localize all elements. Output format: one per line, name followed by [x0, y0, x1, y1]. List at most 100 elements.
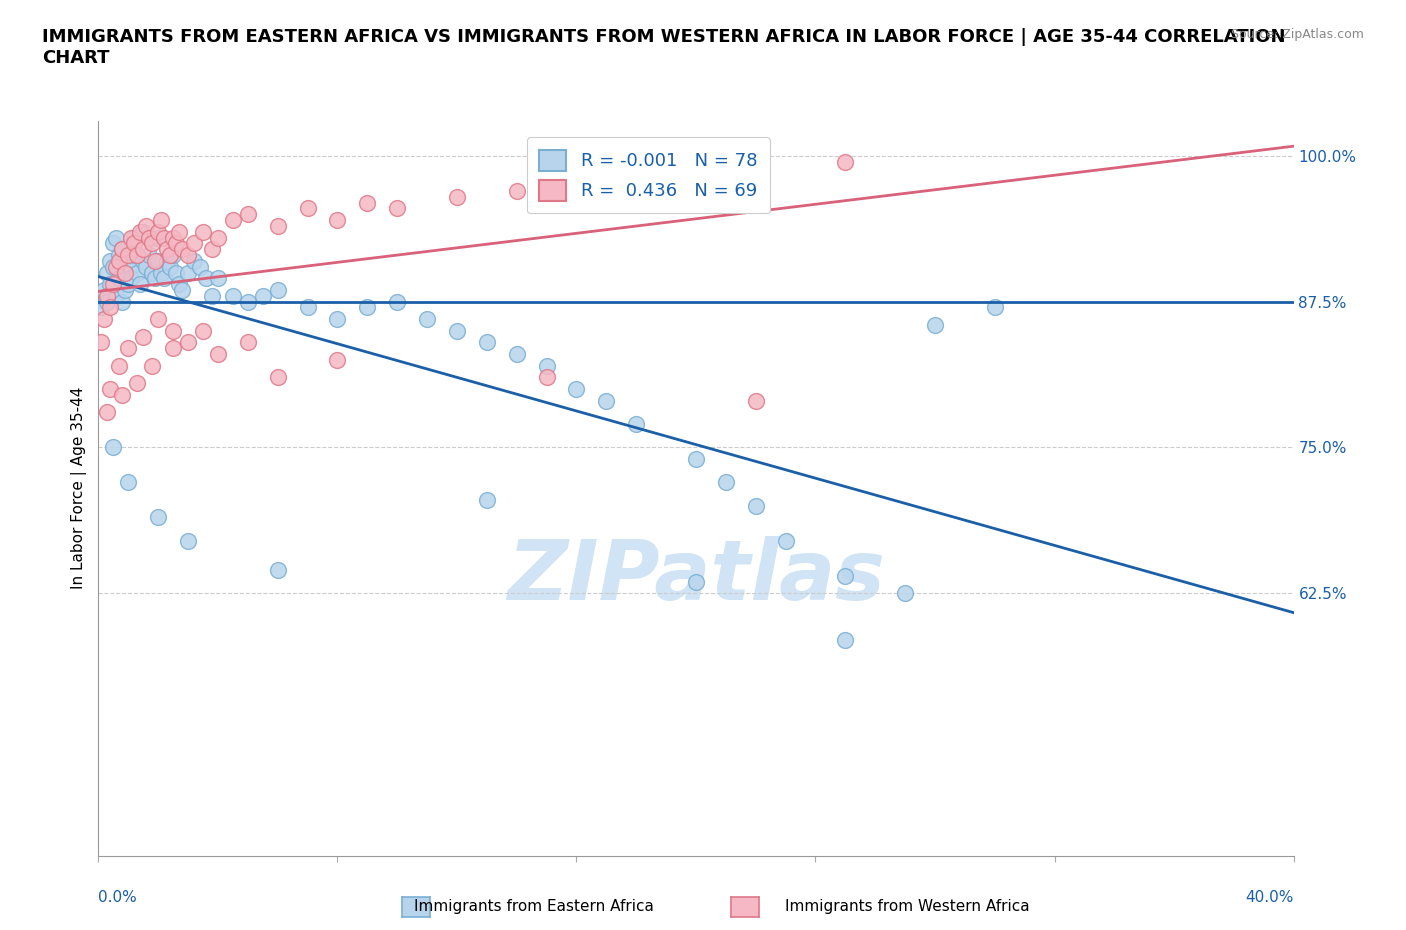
Point	[96, 405, 118, 419]
Point	[162, 341, 184, 356]
Point	[103, 259, 125, 274]
Point	[148, 312, 170, 326]
Text: Immigrants from Eastern Africa: Immigrants from Eastern Africa	[415, 899, 654, 914]
Point	[98, 381, 122, 396]
Point	[127, 247, 149, 262]
Point	[105, 259, 128, 274]
Point	[183, 236, 205, 251]
Point	[267, 283, 290, 298]
Point	[177, 335, 200, 350]
Point	[565, 178, 588, 193]
Point	[267, 563, 290, 578]
Point	[120, 259, 142, 274]
Point	[506, 347, 529, 362]
Point	[150, 265, 173, 280]
Point	[446, 190, 468, 205]
Point	[143, 253, 166, 268]
Point	[143, 271, 166, 286]
Point	[626, 190, 648, 205]
Point	[626, 417, 648, 432]
Point	[117, 475, 139, 490]
Point	[127, 376, 149, 391]
Point	[326, 352, 349, 367]
Point	[745, 393, 768, 408]
Point	[132, 242, 155, 257]
Point	[159, 247, 181, 262]
Point	[446, 324, 468, 339]
Point	[93, 312, 115, 326]
Point	[153, 271, 176, 286]
Point	[103, 277, 125, 292]
Point	[685, 574, 707, 589]
Point	[96, 288, 118, 303]
Y-axis label: In Labor Force | Age 35-44: In Labor Force | Age 35-44	[72, 387, 87, 590]
Point	[201, 288, 224, 303]
Point	[685, 452, 707, 467]
Point	[236, 335, 259, 350]
Point	[165, 265, 187, 280]
Point	[124, 247, 146, 262]
Point	[148, 224, 170, 239]
Point	[141, 236, 163, 251]
Point	[117, 253, 139, 268]
Point	[114, 265, 136, 280]
Point	[162, 230, 184, 245]
Point	[297, 300, 319, 315]
Legend: R = -0.001   N = 78, R =  0.436   N = 69: R = -0.001 N = 78, R = 0.436 N = 69	[526, 138, 770, 213]
Point	[506, 183, 529, 198]
Point	[159, 259, 181, 274]
Text: Immigrants from Western Africa: Immigrants from Western Africa	[785, 899, 1029, 914]
Point	[108, 358, 131, 373]
Point	[111, 294, 134, 309]
Point	[138, 230, 160, 245]
Point	[114, 265, 136, 280]
Point	[117, 277, 139, 292]
Point	[124, 236, 146, 251]
Point	[98, 253, 122, 268]
Point	[132, 224, 155, 239]
Point	[207, 230, 229, 245]
Point	[207, 271, 229, 286]
Point	[124, 230, 146, 245]
Point	[98, 300, 122, 315]
Point	[297, 201, 319, 216]
Point	[834, 568, 856, 583]
Point	[135, 219, 157, 233]
Point	[98, 277, 122, 292]
Point	[172, 242, 194, 257]
Point	[536, 370, 558, 385]
Point	[201, 242, 224, 257]
Point	[165, 236, 187, 251]
Point	[267, 219, 290, 233]
Point	[236, 294, 259, 309]
Point	[108, 247, 131, 262]
Point	[90, 300, 112, 315]
Point	[475, 493, 498, 508]
Point	[714, 475, 737, 490]
Point	[93, 283, 115, 298]
Point	[135, 259, 157, 274]
Text: Source: ZipAtlas.com: Source: ZipAtlas.com	[1230, 28, 1364, 41]
Point	[111, 388, 134, 403]
Point	[191, 324, 214, 339]
Point	[924, 317, 946, 332]
Point	[565, 381, 588, 396]
Point	[252, 288, 274, 303]
Point	[129, 224, 152, 239]
Point	[117, 247, 139, 262]
Text: 0.0%: 0.0%	[98, 890, 138, 905]
Point	[120, 230, 142, 245]
Point	[385, 201, 409, 216]
Point	[132, 253, 155, 268]
Point	[111, 242, 134, 257]
Point	[326, 213, 349, 228]
Point	[984, 300, 1007, 315]
Point	[236, 206, 259, 221]
Point	[595, 393, 617, 408]
Point	[138, 247, 160, 262]
Point	[536, 358, 558, 373]
Point	[177, 533, 200, 548]
Point	[356, 300, 378, 315]
Point	[108, 271, 131, 286]
Point	[153, 230, 176, 245]
